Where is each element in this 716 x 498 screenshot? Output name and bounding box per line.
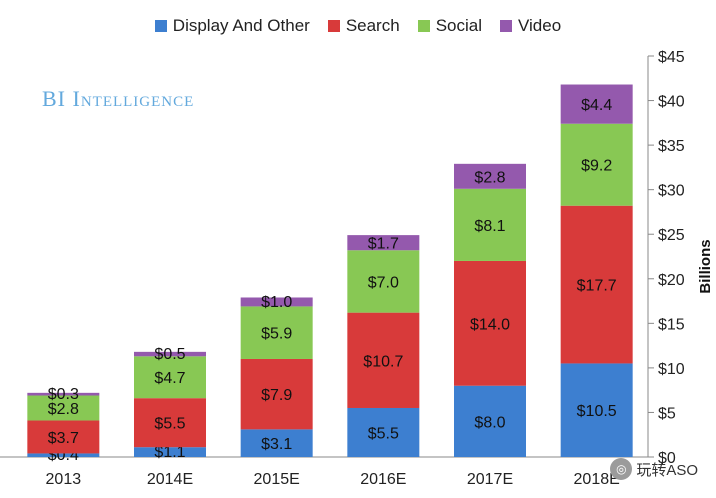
data-label: $14.0 xyxy=(470,316,510,333)
data-label: $1.0 xyxy=(261,294,292,311)
bar-segment xyxy=(240,297,313,307)
bar-segment xyxy=(560,84,633,124)
data-label: $5.9 xyxy=(261,326,292,343)
bar-segment xyxy=(134,356,206,399)
x-tick-label: 2013 xyxy=(46,471,82,488)
x-tick-label: 2015E xyxy=(254,471,300,488)
data-label: $5.5 xyxy=(368,425,399,442)
data-label: $5.5 xyxy=(154,416,185,433)
legend-label: Display And Other xyxy=(172,16,310,35)
legend-swatch xyxy=(327,20,340,32)
legend-item-search: Search xyxy=(327,16,400,36)
legend-label: Search xyxy=(345,16,400,35)
data-label: $2.8 xyxy=(48,401,79,418)
bar-segment xyxy=(134,398,206,448)
y-tick-label: $25 xyxy=(658,227,685,244)
data-label: $17.7 xyxy=(577,278,617,295)
x-tick-label: 2018E xyxy=(574,471,620,488)
data-label: $1.1 xyxy=(154,444,185,461)
x-tick-label: 2016E xyxy=(360,471,406,488)
bar-segment xyxy=(27,392,100,396)
bar-segment xyxy=(240,306,313,359)
data-label: $2.8 xyxy=(474,169,505,186)
legend-item-display-and-other: Display And Other xyxy=(154,16,310,36)
data-label: $10.5 xyxy=(577,403,617,420)
y-axis-title: Billions xyxy=(697,239,714,293)
legend-item-video: Video xyxy=(500,16,561,36)
legend-swatch xyxy=(154,20,167,32)
data-label: $8.0 xyxy=(474,414,505,431)
bar-segment xyxy=(454,188,526,261)
legend-label: Social xyxy=(435,16,482,35)
y-tick-label: $0 xyxy=(658,450,676,467)
y-tick-label: $15 xyxy=(658,316,685,333)
x-tick-label: 2017E xyxy=(467,471,513,488)
data-label: $10.7 xyxy=(363,353,403,370)
bar-segment xyxy=(134,447,206,457)
bar-segment xyxy=(560,205,633,364)
bar-segment xyxy=(347,407,420,457)
y-tick-label: $20 xyxy=(658,272,685,289)
bar-segment xyxy=(240,429,313,457)
bar-segment xyxy=(347,312,420,408)
y-tick-label: $40 xyxy=(658,94,685,111)
y-tick-label: $10 xyxy=(658,361,685,378)
legend-swatch xyxy=(417,20,430,32)
data-label: $9.2 xyxy=(581,158,612,175)
bar-segment xyxy=(27,395,100,421)
data-label: $3.7 xyxy=(48,430,79,447)
bar-segment xyxy=(27,420,100,454)
bar-segment xyxy=(240,358,313,430)
y-tick-label: $35 xyxy=(658,138,685,155)
bar-segment xyxy=(347,235,420,251)
bar-segment xyxy=(134,351,206,357)
data-label: $8.1 xyxy=(474,218,505,235)
bar-segment xyxy=(560,363,633,457)
y-tick-label: $45 xyxy=(658,49,685,66)
chart-legend: Display And Other Search Social Video xyxy=(0,16,716,36)
data-label: $0.3 xyxy=(48,386,79,403)
bar-segment xyxy=(454,260,526,386)
x-tick-label: 2014E xyxy=(147,471,193,488)
data-label: $1.7 xyxy=(368,236,399,253)
legend-label: Video xyxy=(518,16,562,35)
data-label: $4.4 xyxy=(581,97,612,114)
y-tick-label: $30 xyxy=(658,183,685,200)
watermark-text: 玩转ASO xyxy=(636,461,698,479)
wechat-icon: ◎ xyxy=(610,458,633,480)
y-tick-label: $5 xyxy=(658,405,676,422)
watermark: ◎ 玩转ASO xyxy=(610,458,698,480)
data-label: $7.0 xyxy=(368,274,399,291)
bar-segment xyxy=(27,453,100,457)
bi-intelligence-logo: BI Intelligence xyxy=(42,86,195,111)
legend-swatch xyxy=(500,20,512,32)
data-label: $3.1 xyxy=(261,436,292,453)
bar-segment xyxy=(347,250,420,313)
bar-segment xyxy=(454,385,526,457)
legend-item-social: Social xyxy=(417,16,482,36)
data-label: $7.9 xyxy=(261,387,292,404)
data-label: $4.7 xyxy=(154,370,185,387)
bar-segment xyxy=(454,163,526,189)
bar-segment xyxy=(560,123,633,206)
data-label: $0.5 xyxy=(154,346,185,363)
